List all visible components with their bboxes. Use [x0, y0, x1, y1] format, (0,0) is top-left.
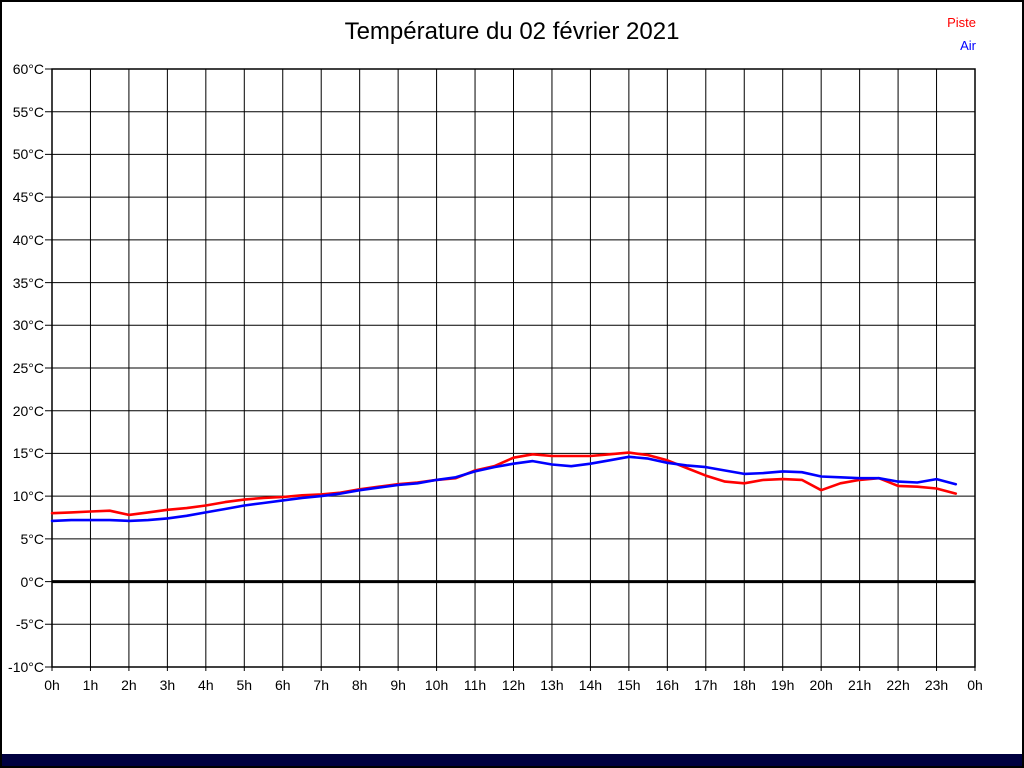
x-tick-label: 23h	[924, 677, 949, 693]
y-tick-label: -5°C	[15, 616, 44, 633]
x-tick-label: 15h	[617, 677, 641, 693]
y-tick-label: 60°C	[12, 61, 44, 77]
x-tick-label: 7h	[313, 677, 329, 693]
legend-item-piste: Piste	[947, 15, 976, 30]
x-tick-label: 22h	[886, 677, 910, 693]
x-tick-label: 14h	[578, 677, 603, 693]
x-tick-label: 17h	[694, 677, 718, 693]
x-tick-label: 3h	[159, 677, 176, 693]
x-tick-label: 2h	[121, 677, 137, 693]
y-tick-label: 40°C	[12, 231, 44, 248]
x-tick-label: 18h	[732, 677, 756, 693]
y-tick-label: 25°C	[12, 360, 44, 376]
bottom-bar	[2, 754, 1022, 766]
x-tick-label: 21h	[847, 677, 872, 693]
y-tick-label: 10°C	[12, 488, 44, 505]
y-tick-label: 5°C	[20, 530, 45, 547]
y-tick-label: 15°C	[12, 445, 44, 462]
x-tick-label: 4h	[198, 677, 214, 693]
y-tick-label: -10°C	[8, 659, 44, 675]
x-tick-label: 0h	[967, 677, 983, 693]
chart-title: Température du 02 février 2021	[344, 18, 680, 45]
y-tick-label: 55°C	[12, 103, 44, 120]
x-tick-label: 20h	[809, 677, 833, 693]
x-tick-label: 19h	[771, 677, 795, 693]
y-tick-label: 0°C	[20, 573, 45, 590]
plot-frame	[51, 68, 976, 668]
x-tick-label: 13h	[540, 677, 564, 693]
x-tick-label: 16h	[655, 677, 679, 693]
y-tick-label: 20°C	[12, 402, 44, 419]
x-tick-label: 5h	[236, 677, 253, 693]
x-tick-label: 10h	[424, 677, 449, 693]
x-tick-label: 0h	[44, 677, 60, 693]
x-tick-label: 12h	[501, 677, 526, 693]
x-tick-label: 9h	[390, 677, 406, 693]
series-piste	[50, 451, 958, 517]
x-tick-label: 6h	[274, 677, 291, 693]
legend-item-air: Air	[960, 38, 976, 53]
x-tick-label: 11h	[463, 677, 487, 693]
legend: Piste Air	[947, 11, 976, 57]
y-tick-label: 45°C	[12, 189, 44, 206]
x-tick-label: 1h	[82, 677, 99, 693]
series-air	[50, 455, 958, 523]
x-tick-label: 8h	[351, 677, 368, 693]
y-tick-label: 30°C	[12, 317, 44, 334]
y-tick-label: 50°C	[12, 146, 44, 163]
y-tick-label: 35°C	[12, 274, 44, 291]
